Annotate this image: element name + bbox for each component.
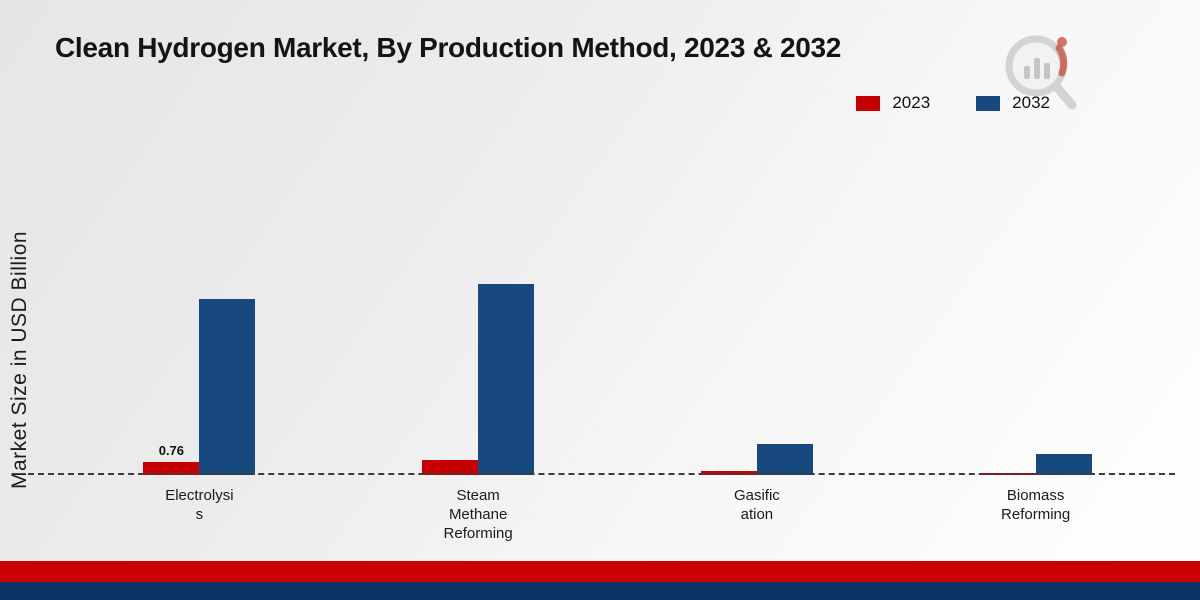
bar-2032-gasification	[756, 444, 813, 475]
legend-item-2032: 2032	[976, 93, 1050, 113]
bar-group-gasification: Gasific ation	[700, 444, 813, 523]
x-tick-label-steam-methane-reforming: Steam Methane Reforming	[443, 487, 513, 542]
bar-2032-electrolysis	[199, 299, 256, 475]
bar-group-electrolysis: 0.76 Electrolysi s	[143, 299, 256, 523]
plot-area: 0.76 Electrolysi s Steam Methane Reforming…	[60, 270, 1175, 542]
legend: 2023 2032	[856, 93, 1050, 113]
footer-navy-stripe	[0, 582, 1200, 600]
legend-swatch-2023	[856, 95, 881, 111]
legend-label-2023: 2023	[892, 93, 931, 112]
legend-swatch-2032	[976, 95, 1001, 111]
legend-label-2032: 2032	[1012, 93, 1050, 112]
x-tick-label-biomass-reforming: Biomass Reforming	[1001, 487, 1071, 523]
legend-item-2023: 2023	[856, 93, 930, 113]
bar-value-label-2023-electrolysis: 0.76	[158, 443, 185, 458]
x-tick-label-gasification: Gasific ation	[733, 487, 780, 523]
logo-red-dot	[1057, 37, 1067, 47]
x-tick-label-electrolysis: Electrolysi s	[165, 487, 234, 523]
logo-bar-3	[1044, 63, 1050, 79]
logo-red-arc	[1055, 44, 1068, 77]
logo-handle	[1051, 81, 1077, 110]
bar-group-steam-methane-reforming: Steam Methane Reforming	[422, 284, 535, 542]
bar-group-biomass-reforming: Biomass Reforming	[979, 454, 1092, 523]
bar-2032-biomass-reforming	[1035, 454, 1092, 475]
chart-title: Clean Hydrogen Market, By Production Met…	[55, 32, 842, 63]
logo-bar-2	[1034, 58, 1040, 79]
zero-axis-line	[28, 473, 1175, 475]
footer-red-stripe	[0, 561, 1200, 582]
y-axis-label: Market Size in USD Billion	[8, 230, 31, 490]
brand-logo	[1005, 35, 1077, 110]
bar-2032-steam-methane-reforming	[478, 284, 535, 475]
bar-2023-electrolysis: 0.76	[143, 443, 200, 475]
logo-bar-1	[1024, 66, 1030, 79]
bar-2023-steam-methane-reforming	[422, 460, 479, 475]
